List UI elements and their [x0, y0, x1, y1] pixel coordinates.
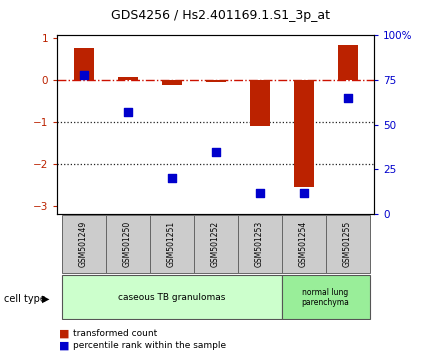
- Text: GDS4256 / Hs2.401169.1.S1_3p_at: GDS4256 / Hs2.401169.1.S1_3p_at: [110, 10, 330, 22]
- Text: cell type: cell type: [4, 294, 46, 304]
- FancyBboxPatch shape: [326, 215, 370, 273]
- Text: percentile rank within the sample: percentile rank within the sample: [73, 341, 226, 350]
- Text: transformed count: transformed count: [73, 329, 157, 338]
- Text: GSM501250: GSM501250: [123, 221, 132, 267]
- Text: ■: ■: [59, 340, 70, 350]
- FancyBboxPatch shape: [238, 215, 282, 273]
- Text: GSM501254: GSM501254: [299, 221, 308, 267]
- Bar: [206, 80, 226, 82]
- Point: [80, 72, 87, 78]
- Text: GSM501255: GSM501255: [343, 221, 352, 267]
- FancyBboxPatch shape: [62, 215, 106, 273]
- FancyBboxPatch shape: [150, 215, 194, 273]
- Bar: [250, 80, 270, 126]
- Point: [124, 109, 131, 115]
- Bar: [118, 76, 138, 80]
- FancyBboxPatch shape: [282, 275, 370, 319]
- Point: [344, 95, 351, 101]
- Point: [212, 149, 219, 154]
- Bar: [162, 80, 182, 85]
- Text: GSM501251: GSM501251: [167, 221, 176, 267]
- Bar: [294, 80, 314, 187]
- Text: ■: ■: [59, 329, 70, 338]
- Text: normal lung
parenchyma: normal lung parenchyma: [302, 288, 349, 307]
- FancyBboxPatch shape: [62, 275, 282, 319]
- FancyBboxPatch shape: [106, 215, 150, 273]
- Bar: [74, 48, 94, 80]
- Text: GSM501253: GSM501253: [255, 221, 264, 267]
- Text: GSM501252: GSM501252: [211, 221, 220, 267]
- Text: ▶: ▶: [42, 294, 49, 304]
- Point: [168, 176, 175, 181]
- Text: GSM501249: GSM501249: [79, 221, 88, 267]
- Point: [256, 190, 263, 195]
- FancyBboxPatch shape: [194, 215, 238, 273]
- FancyBboxPatch shape: [282, 215, 326, 273]
- Point: [300, 190, 307, 195]
- Bar: [338, 45, 358, 80]
- Text: caseous TB granulomas: caseous TB granulomas: [118, 293, 225, 302]
